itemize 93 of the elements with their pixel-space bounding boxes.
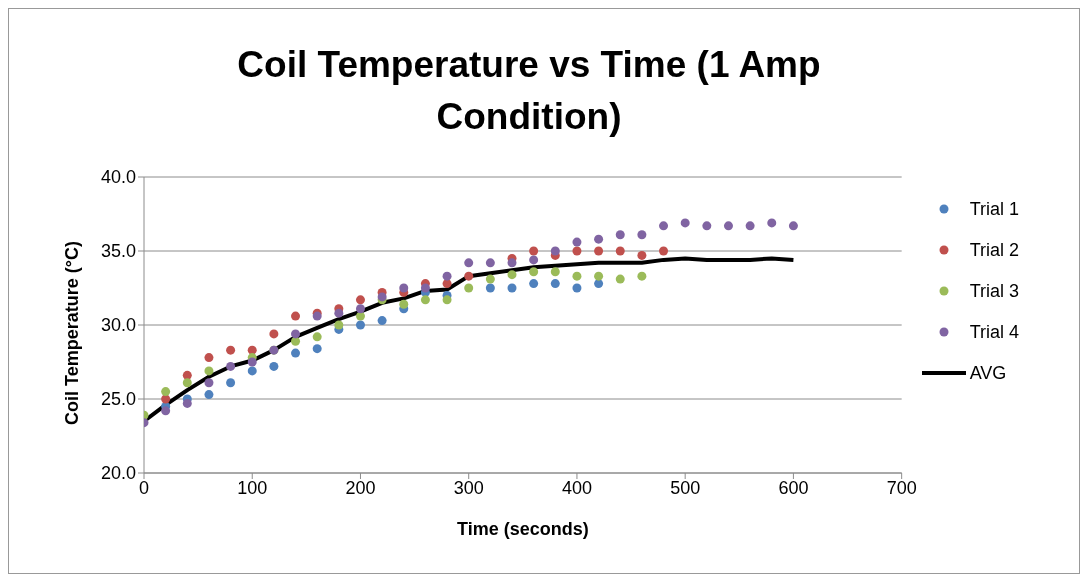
point	[269, 329, 279, 339]
point	[572, 271, 582, 281]
point	[442, 271, 452, 281]
point	[659, 246, 669, 256]
point	[659, 221, 669, 231]
x-tick-label: 300	[453, 477, 484, 498]
point	[291, 329, 301, 339]
legend-label: Trial 3	[969, 280, 1019, 303]
point	[161, 406, 171, 416]
point	[572, 237, 582, 247]
legend-label: Trial 2	[969, 239, 1019, 262]
point	[182, 378, 192, 388]
point	[204, 390, 214, 400]
point	[355, 304, 365, 314]
x-axis-title: Time (seconds)	[456, 519, 589, 539]
y-tick-label: 20.0	[100, 463, 136, 484]
point	[269, 361, 279, 371]
point	[594, 234, 604, 244]
point	[702, 221, 712, 231]
point	[507, 258, 517, 268]
y-tick-label: 40.0	[100, 167, 136, 188]
point	[485, 274, 495, 284]
point	[355, 295, 365, 305]
y-tick-label: 35.0	[100, 241, 136, 262]
point	[291, 348, 301, 358]
point	[204, 353, 214, 363]
point	[723, 221, 733, 231]
point	[291, 336, 301, 346]
point	[399, 283, 409, 293]
point	[507, 270, 517, 280]
point	[247, 357, 257, 367]
x-tick-label: 400	[561, 477, 592, 498]
point	[529, 279, 539, 289]
point	[226, 361, 236, 371]
point	[226, 345, 236, 355]
point	[594, 246, 604, 256]
point	[572, 283, 582, 293]
point	[594, 271, 604, 281]
point	[637, 271, 647, 281]
x-tick-label: 500	[670, 477, 701, 498]
y-tick-label: 30.0	[100, 315, 136, 336]
x-tick-label: 200	[345, 477, 376, 498]
point	[637, 250, 647, 260]
point	[767, 218, 777, 228]
point	[377, 316, 387, 326]
point	[291, 311, 301, 321]
point	[485, 258, 495, 268]
point	[226, 378, 236, 388]
point	[420, 295, 430, 305]
point	[550, 246, 560, 256]
point	[334, 308, 344, 318]
point	[464, 283, 474, 293]
point	[615, 246, 625, 256]
y-axis-title: Coil Temperature (°C)	[62, 241, 83, 425]
legend-label: Trial 4	[969, 321, 1019, 344]
point	[355, 320, 365, 330]
point	[529, 267, 539, 277]
point	[507, 283, 517, 293]
x-tick-label: 700	[886, 477, 917, 498]
point	[550, 267, 560, 277]
point	[594, 279, 604, 289]
point	[615, 274, 625, 284]
point	[334, 320, 344, 330]
point	[550, 279, 560, 289]
point	[464, 258, 474, 268]
point	[615, 230, 625, 240]
point	[529, 255, 539, 265]
point	[312, 344, 322, 354]
chart-title: Coil Temperature vs Time (1 Amp Condition)	[236, 43, 822, 139]
point	[312, 332, 322, 342]
legend-label: AVG	[969, 362, 1007, 385]
point	[442, 295, 452, 305]
point	[637, 230, 647, 240]
point	[182, 370, 192, 380]
x-tick-label: 0	[138, 477, 150, 498]
x-tick-label: 100	[237, 477, 268, 498]
point	[464, 271, 474, 281]
point	[204, 366, 214, 376]
point	[529, 246, 539, 256]
point	[247, 366, 257, 376]
point	[788, 221, 798, 231]
point	[420, 283, 430, 293]
y-tick-label: 25.0	[100, 389, 136, 410]
point	[399, 299, 409, 309]
point	[745, 221, 755, 231]
point	[572, 246, 582, 256]
point	[680, 218, 690, 228]
legend-label: Trial 1	[969, 198, 1019, 221]
point	[204, 378, 214, 388]
point	[182, 398, 192, 408]
point	[161, 387, 171, 397]
point	[485, 283, 495, 293]
x-tick-label: 600	[778, 477, 809, 498]
